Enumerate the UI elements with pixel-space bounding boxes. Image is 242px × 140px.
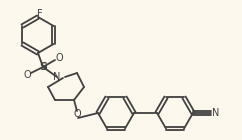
Text: S: S [39, 62, 47, 72]
Text: F: F [37, 9, 43, 19]
Text: O: O [55, 53, 63, 63]
Text: N: N [53, 72, 61, 82]
Text: O: O [73, 109, 81, 119]
Text: N: N [212, 108, 220, 118]
Text: O: O [23, 70, 31, 80]
